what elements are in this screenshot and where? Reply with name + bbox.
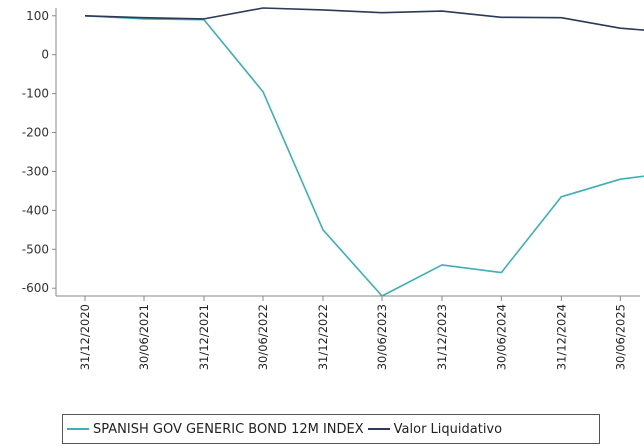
y-tick-label: -500 xyxy=(22,242,49,256)
x-tick-label: 31/12/2024 xyxy=(554,304,568,370)
x-tick-label: 30/06/2025 xyxy=(613,304,627,370)
series-lines xyxy=(84,7,644,297)
x-tick-label: 30/06/2021 xyxy=(137,304,151,370)
x-tick-label: 31/12/2022 xyxy=(316,304,330,370)
legend-item-valor-liquidativo: Valor Liquidativo xyxy=(367,421,503,437)
y-tick-label: 100 xyxy=(26,9,49,23)
y-tick-label: -300 xyxy=(22,164,49,178)
x-tick-label: 31/12/2021 xyxy=(197,304,211,370)
legend-item-bond-index: SPANISH GOV GENERIC BOND 12M INDEX xyxy=(67,422,364,437)
legend-label-valor-liquidativo: Valor Liquidativo xyxy=(393,421,503,437)
chart-legend: SPANISH GOV GENERIC BOND 12M INDEX Valor… xyxy=(62,414,600,444)
x-tick-label: 31/12/2020 xyxy=(78,304,92,370)
x-axis-ticks: 31/12/2020 30/06/2021 31/12/2021 30/06/2022… xyxy=(78,296,627,370)
series-line-valor-liquidativo xyxy=(84,7,644,31)
y-tick-label: -400 xyxy=(22,203,49,217)
y-axis-ticks: 100 0 -100 -200 -300 -400 -500 -600 xyxy=(22,9,56,295)
x-tick-label: 30/06/2024 xyxy=(494,304,508,370)
legend-swatch-valor-liquidativo xyxy=(367,428,390,430)
x-tick-label: 30/06/2022 xyxy=(256,304,270,370)
y-tick-label: -100 xyxy=(22,87,49,101)
x-tick-label: 31/12/2023 xyxy=(435,304,449,370)
series-line-bond-index xyxy=(84,15,644,297)
y-tick-label: 0 xyxy=(41,48,49,62)
legend-swatch-bond-index xyxy=(67,428,89,430)
y-tick-label: -600 xyxy=(22,281,49,295)
legend-label-bond-index: SPANISH GOV GENERIC BOND 12M INDEX xyxy=(93,421,364,437)
x-tick-label: 30/06/2023 xyxy=(375,304,389,370)
y-tick-label: -200 xyxy=(22,126,49,140)
